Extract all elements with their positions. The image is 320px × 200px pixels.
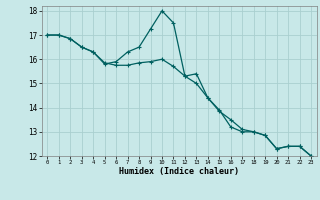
X-axis label: Humidex (Indice chaleur): Humidex (Indice chaleur) [119,167,239,176]
